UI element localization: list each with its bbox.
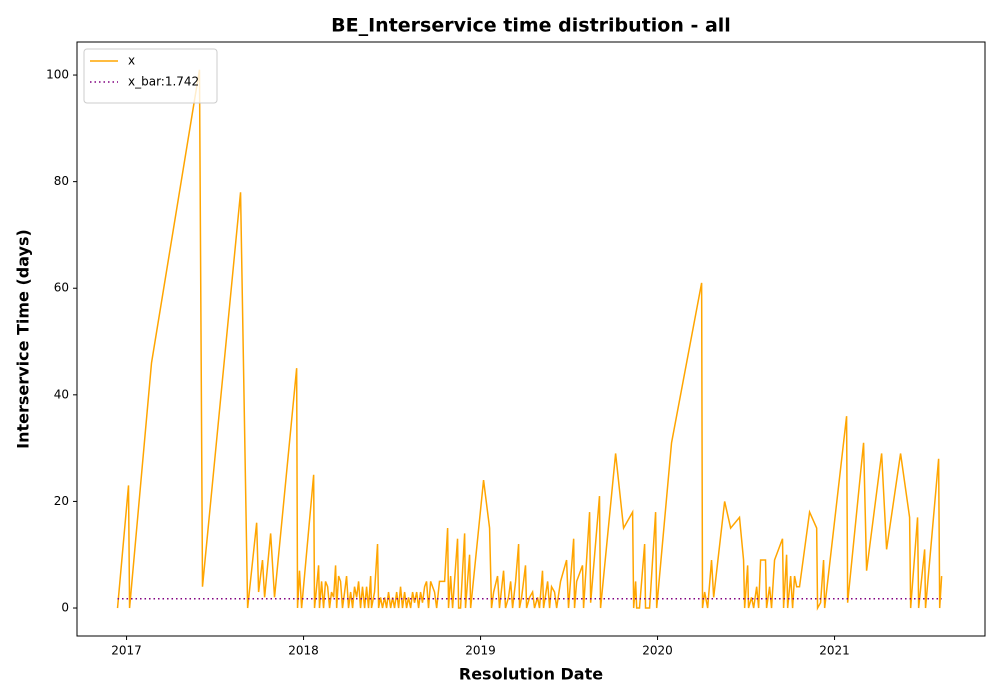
x-tick-label: 2019 <box>465 644 496 658</box>
plot-frame <box>76 41 986 637</box>
legend-box <box>83 48 218 104</box>
x-tick-label: 2021 <box>819 644 850 658</box>
y-tick-label: 80 <box>54 174 69 188</box>
y-tick-label: 0 <box>61 601 69 615</box>
plot-area <box>116 69 943 611</box>
y-tick-label: 60 <box>54 281 69 295</box>
x-tick-label: 2017 <box>111 644 142 658</box>
legend-label: x <box>128 54 135 68</box>
x-axis-label: Resolution Date <box>459 665 603 684</box>
y-axis-label: Interservice Time (days) <box>14 229 33 449</box>
y-tick-label: 20 <box>54 494 69 508</box>
data-line <box>116 69 943 611</box>
x-tick-label: 2020 <box>642 644 673 658</box>
chart-title: BE_Interservice time distribution - all <box>331 15 731 37</box>
y-tick-label: 100 <box>46 68 69 82</box>
y-tick-label: 40 <box>54 387 69 401</box>
x-tick-label: 2018 <box>288 644 319 658</box>
legend-label: x_bar:1.742 <box>128 75 199 89</box>
